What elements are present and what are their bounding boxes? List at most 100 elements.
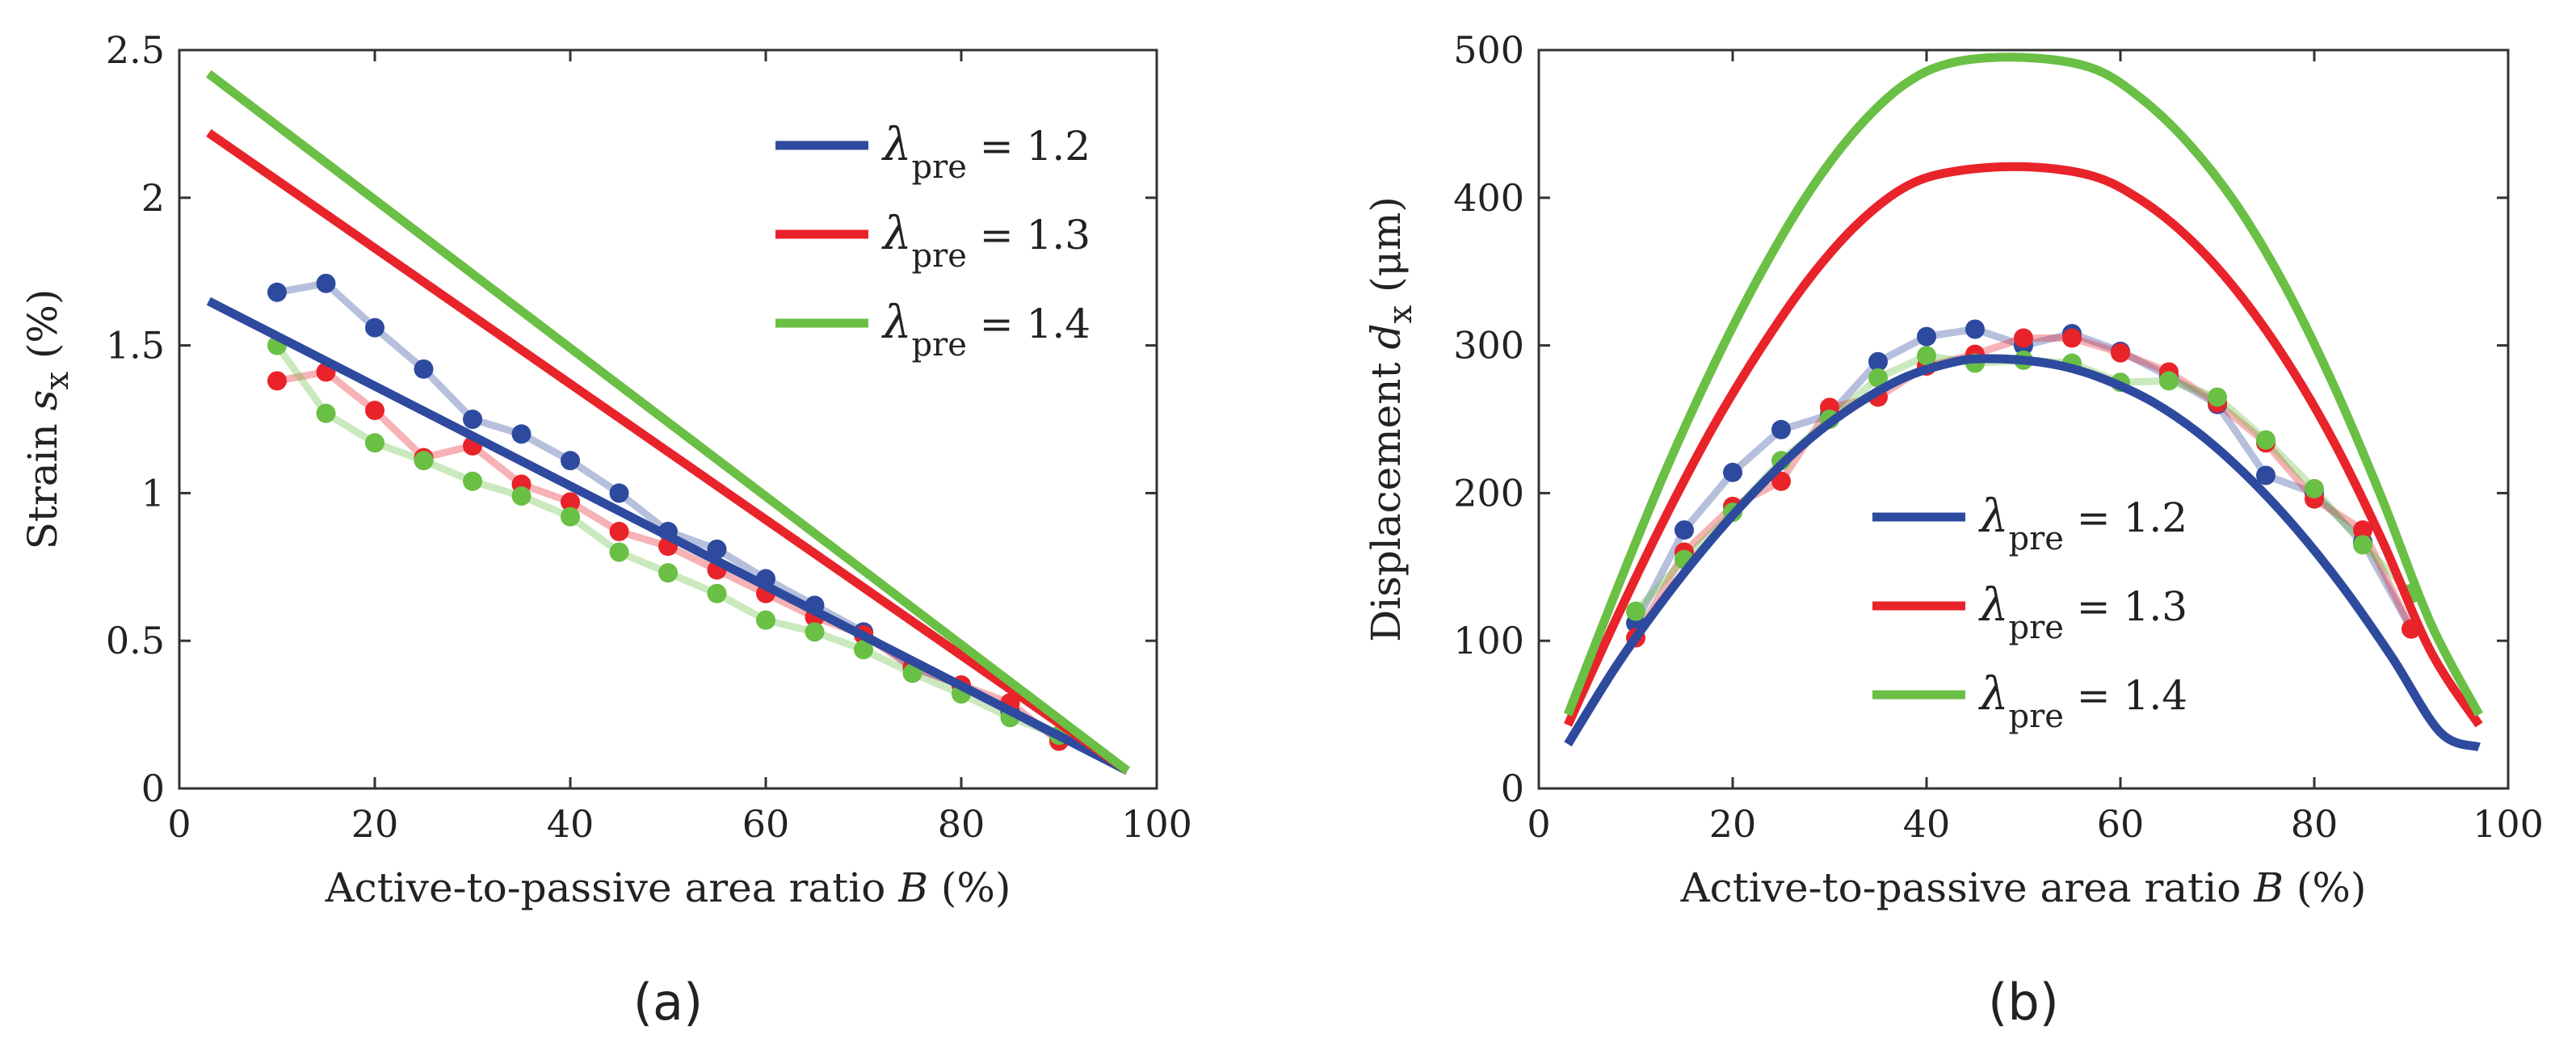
legend-value: = 1.3 [967,212,1090,259]
model-line [1563,162,2483,728]
legend-subscript: pre [912,149,967,186]
legend-symbol: λ [881,119,912,171]
x-tick-label: 100 [2473,802,2544,846]
y-axis-label-unit: (%) [19,289,66,372]
panel-label: (a) [633,973,703,1032]
x-axis-label-unit: (%) [2284,864,2366,911]
x-tick-label: 20 [1709,802,1757,846]
y-axis-label-var: s [19,390,66,411]
experiment-point [267,371,287,391]
axes-box [178,48,1158,790]
legend-entry: λpre = 1.4 [881,296,1090,364]
legend-entry: λpre = 1.2 [1978,490,2187,557]
experiment-point [414,359,434,379]
y-axis-label: Displacement dx (μm) [1363,196,1419,642]
experiment-point [1965,319,1985,339]
experiment-point [267,282,287,302]
experiment-point [463,410,482,429]
x-tick-label: 80 [938,802,985,846]
legend-entry: λpre = 1.2 [881,119,1090,186]
legend-value: = 1.4 [967,301,1090,347]
experiment-point [561,507,580,527]
x-tick-label: 0 [1527,802,1550,846]
experiment-point [2208,387,2227,407]
panel-label: (b) [1988,973,2059,1032]
y-tick-label: 500 [1453,28,1524,72]
experiment-point [1868,351,1888,372]
x-tick-label: 60 [742,802,790,846]
y-axis-label-text: Strain [19,410,66,549]
x-tick-label: 80 [2291,802,2339,846]
x-tick-label: 40 [547,802,595,846]
y-axis-label: Strain sx (%) [19,289,76,550]
y-axis-label-text: Displacement [1363,350,1410,642]
experiment-point [561,451,580,471]
x-axis-label-text: Active-to-passive area ratio [325,864,899,911]
experiment-point [511,424,532,444]
legend-value: = 1.4 [2064,672,2187,719]
experiment-point [2305,478,2324,498]
experiment-point [756,610,775,630]
experiment-point [1917,326,1936,347]
model-line [1564,354,2481,752]
model-line [206,128,1130,775]
x-axis-label-var: B [897,864,928,911]
experiment-point [609,542,629,562]
experiment-point [365,317,385,338]
legend-symbol: λ [1978,668,2009,721]
y-tick-label: 0 [1501,767,1524,810]
x-axis-label: Active-to-passive area ratio B (%) [325,864,1011,911]
x-tick-label: 0 [167,802,191,846]
y-tick-label: 100 [1453,619,1524,662]
experiment-point [365,433,385,453]
experiment-point [854,640,873,660]
y-tick-label: 200 [1453,471,1524,515]
y-axis-label-sub: x [39,372,76,390]
experiment-point [365,401,385,421]
panel-a-strain-chart: 0 20 40 60 80 100 0 0.5 1 1.5 2 2.5 Active-to-passiv… [19,28,1192,1032]
legend-subscript: pre [912,326,967,364]
y-tick-label: 2 [141,176,165,220]
legend-symbol: λ [1978,490,2009,543]
experiment-point [2256,430,2276,450]
legend-symbol: λ [881,296,912,349]
legend-subscript: pre [2009,698,2064,735]
experiment-point [561,492,580,512]
legend-symbol: λ [881,208,912,260]
legend-subscript: pre [2009,609,2064,646]
legend-entry: λpre = 1.3 [1978,579,2187,646]
experiment-point [1917,346,1936,366]
x-axis-label-var: B [2253,864,2284,911]
experiment-point [316,273,336,293]
legend-subscript: pre [2009,520,2064,557]
experiment-point [2353,535,2372,555]
legend-subscript: pre [912,238,967,275]
experiment-point [2111,343,2130,363]
model-line [206,296,1130,775]
experiment-point [1675,520,1694,540]
experiment-point [707,583,727,603]
experiment-point [2062,328,2082,348]
experiment-point [805,622,825,642]
y-tick-label: 2.5 [106,28,165,72]
experiment-point [2014,328,2033,348]
y-axis-label-var: d [1363,324,1410,350]
x-tick-label: 100 [1121,802,1192,846]
model-line [1563,53,2483,717]
experiment-point [658,563,678,583]
experiment-point [1868,368,1888,388]
experiment-point [609,483,629,503]
experiment-point [414,451,434,471]
legend-entry: λpre = 1.4 [1978,668,2187,735]
y-axis-label-unit: (μm) [1363,196,1410,305]
y-tick-label: 0 [141,767,165,810]
x-axis-label: Active-to-passive area ratio B (%) [1680,864,2367,911]
panel-b-displacement-chart: 0 20 40 60 80 100 0 100 200 300 400 500 Active-to-pa… [1363,28,2544,1032]
experiment-point [609,521,629,541]
legend-value: = 1.2 [967,123,1090,170]
y-tick-label: 400 [1453,176,1524,220]
experiment-point [2256,465,2276,486]
